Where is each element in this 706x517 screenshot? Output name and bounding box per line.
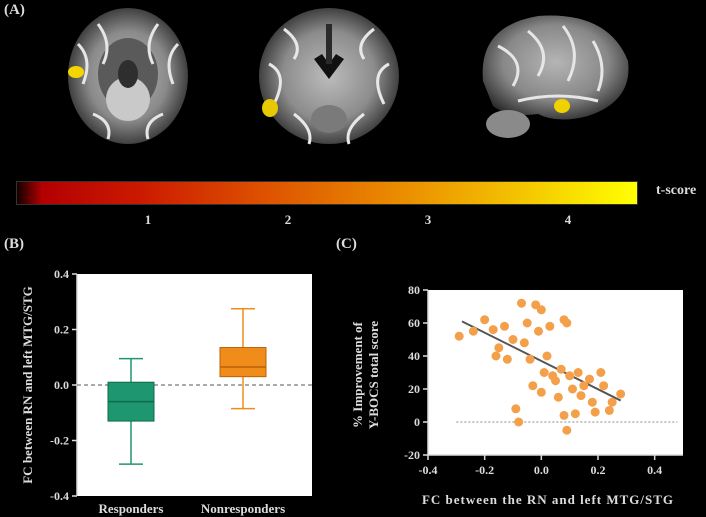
- scatter-point: [565, 371, 575, 381]
- scatter-point: [491, 351, 501, 361]
- scatter-ylabel-line1: % Improvement of: [350, 321, 365, 428]
- colorbar-title: t-score: [656, 183, 697, 198]
- scatter-point: [599, 381, 609, 391]
- scatter-point: [511, 404, 521, 414]
- colorbar-tick-3: 3: [424, 212, 432, 227]
- box-plot: FC between RN and left MTG/STG -0.4 -0.2 0…: [20, 267, 312, 516]
- scatter-point: [519, 338, 529, 348]
- scatter-fit-line: [461, 320, 622, 402]
- scatter-point: [539, 368, 549, 377]
- scatter-ytick-label: -20: [404, 448, 420, 462]
- colorbar-tick-2: 2: [284, 212, 292, 227]
- scatter-point: [556, 364, 566, 374]
- scatter-ytick-label: 80: [408, 283, 420, 297]
- scatter-point: [494, 343, 504, 353]
- scatter-point: [545, 321, 555, 331]
- scatter-point: [468, 326, 478, 336]
- scatter-xtick-label: 0.4: [647, 463, 662, 477]
- sagittal-brain-image: [482, 15, 629, 138]
- coronal-activation-blob: [262, 99, 278, 117]
- box-plot-ylabel: FC between RN and left MTG/STG: [20, 286, 35, 484]
- scatter-ytick-label: 60: [408, 316, 420, 330]
- scatter-point: [525, 354, 535, 364]
- scatter-ytick-label: 40: [408, 349, 420, 363]
- panel-a-label: (A): [4, 2, 25, 18]
- colorbar: [16, 181, 638, 205]
- scatter-point: [534, 326, 543, 336]
- scatter-ytick-label: 20: [408, 382, 420, 396]
- scatter-point: [542, 351, 552, 361]
- scatter-xtick-label: -0.4: [419, 463, 438, 477]
- scatter-point: [454, 331, 464, 341]
- scatter-point: [508, 335, 518, 344]
- box-plot-ytick-label: 0.2: [54, 323, 69, 337]
- scatter-point: [551, 376, 560, 386]
- box-plot-xtick-label: Nonresponders: [201, 501, 285, 516]
- scatter-xtick-label: 0.0: [534, 463, 549, 477]
- colorbar-tick-4: 4: [564, 212, 572, 227]
- scatter-point: [585, 374, 594, 384]
- scatter-point: [590, 407, 600, 417]
- scatter-point: [604, 405, 614, 415]
- scatter-xtick-label: -0.2: [475, 463, 494, 477]
- scatter-point: [514, 417, 524, 427]
- scatter-point: [616, 389, 626, 399]
- panel-b-label: (B): [4, 236, 24, 252]
- scatter-point: [562, 318, 572, 328]
- axial-activation-blob: [68, 66, 84, 78]
- axial-brain-image: [68, 8, 188, 144]
- box-plot-xtick-label: Responders: [98, 501, 163, 516]
- scatter-point: [502, 354, 512, 364]
- scatter-point: [576, 391, 586, 401]
- scatter-point: [568, 384, 577, 394]
- box-plot-ytick-label: 0.0: [54, 378, 69, 392]
- scatter-point: [522, 318, 532, 328]
- scatter-point: [500, 321, 509, 331]
- scatter-point: [536, 305, 546, 315]
- sagittal-activation-blob: [554, 99, 570, 113]
- colorbar-tick-1: 1: [144, 212, 152, 227]
- scatter-point: [573, 368, 583, 377]
- scatter-point: [488, 325, 498, 335]
- scatter-point: [528, 381, 538, 391]
- scatter-xtick-label: 0.2: [591, 463, 606, 477]
- scatter-ylabel-line2: Y-BOCS total score: [366, 321, 381, 430]
- scatter-ytick-label: 0: [414, 415, 420, 429]
- scatter-point: [517, 298, 526, 308]
- box-plot-ytick-label: -0.4: [50, 489, 69, 503]
- scatter-point: [480, 315, 490, 325]
- box-nonresponders: [219, 347, 267, 378]
- scatter-point: [607, 397, 617, 407]
- box-plot-ytick-label: -0.2: [50, 434, 69, 448]
- scatter-plot: % Improvement of Y-BOCS total score FC b…: [350, 283, 683, 507]
- scatter-point: [579, 381, 589, 391]
- panel-c-label: (C): [336, 236, 357, 252]
- scatter-point: [570, 409, 580, 419]
- scatter-point: [553, 392, 563, 402]
- box-plot-ytick-label: 0.4: [54, 267, 69, 281]
- scatter-point: [559, 410, 569, 420]
- coronal-brain-image: [259, 8, 399, 145]
- scatter-point: [587, 397, 597, 407]
- scatter-point: [536, 387, 546, 397]
- scatter-point: [562, 425, 572, 435]
- scatter-point: [596, 368, 606, 377]
- scatter-xlabel: FC between the RN and left MTG/STG: [422, 492, 674, 507]
